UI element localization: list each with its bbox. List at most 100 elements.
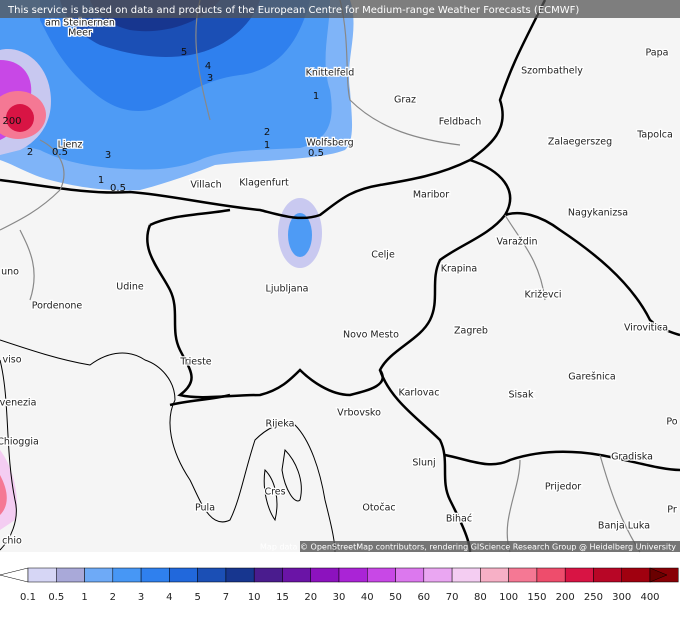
place-label: venezia <box>0 398 36 409</box>
place-label: chio <box>2 536 22 547</box>
attribution-bar <box>300 541 680 552</box>
legend-label: 4 <box>166 592 172 603</box>
legend-swatch <box>140 567 170 583</box>
place-label: Graz <box>394 95 416 106</box>
place-label: Rijeka <box>266 419 295 430</box>
place-label: Vrbovsko <box>337 408 381 419</box>
place-label: Prijedor <box>545 482 581 493</box>
legend-label: 60 <box>417 592 430 603</box>
legend-swatch <box>310 567 340 583</box>
legend-swatch <box>593 567 622 583</box>
place-label: Krapina <box>441 264 477 275</box>
legend-swatch <box>197 567 227 583</box>
place-label: Križevci <box>524 290 561 301</box>
legend-label: 3 <box>138 592 144 603</box>
contour-label: 0.5 <box>52 147 68 158</box>
place-label: Meer <box>68 28 92 39</box>
attribution: Map data © OpenStreetMap contributors, r… <box>260 543 676 552</box>
place-label: Varaždin <box>497 237 538 248</box>
contour-label: 2 <box>27 147 33 158</box>
place-label: Gradiska <box>611 452 653 463</box>
place-label: Lienz <box>58 140 83 151</box>
place-label: Cres <box>264 487 285 498</box>
legend-swatch <box>649 567 668 583</box>
legend-swatch <box>0 567 29 583</box>
place-label: Celje <box>371 250 395 261</box>
notice: This service is based on data and produc… <box>7 5 579 16</box>
place-label: Wolfsberg <box>306 138 353 149</box>
place-label: uno <box>1 267 19 278</box>
legend-swatch <box>282 567 311 583</box>
place-label: Po <box>666 417 677 428</box>
legend-swatch <box>56 567 85 583</box>
legend-swatch <box>367 567 396 583</box>
legend-label: 7 <box>223 592 229 603</box>
place-label: Pula <box>195 503 215 514</box>
place-label: Pr <box>667 505 677 516</box>
place-label: Tapolca <box>636 130 673 141</box>
legend-label: 40 <box>361 592 374 603</box>
legend-swatch <box>536 567 566 583</box>
contour-label: 4 <box>205 61 211 72</box>
legend-swatch <box>27 567 57 583</box>
legend-label: 15 <box>276 592 289 603</box>
legend-swatch <box>451 567 481 583</box>
legend-swatch <box>225 567 255 583</box>
place-label: Maribor <box>413 190 449 201</box>
place-label: Zagreb <box>454 326 488 337</box>
legend-label: 30 <box>333 592 346 603</box>
place-label: Nagykanizsa <box>568 208 628 219</box>
place-label: Ljubljana <box>266 284 309 295</box>
place-label: Banja Luka <box>598 521 650 532</box>
place-label: Otočac <box>362 503 395 514</box>
legend-label: 10 <box>248 592 261 603</box>
contour-label: 5 <box>181 47 187 58</box>
place-label: Garešnica <box>568 372 615 383</box>
legend-label: 50 <box>389 592 402 603</box>
borders <box>0 0 680 553</box>
legend-swatch <box>338 567 368 583</box>
place-label: Pordenone <box>32 301 83 312</box>
contour-label: 3 <box>105 150 111 161</box>
place-label: Virovitica <box>624 323 668 334</box>
legend-swatch <box>423 567 453 583</box>
legend-label: 0.1 <box>20 592 36 603</box>
legend-swatch <box>112 567 142 583</box>
place-label: Zalaegerszeg <box>548 137 612 148</box>
legend-label: 1 <box>81 592 87 603</box>
place-label: Trieste <box>179 357 211 368</box>
contour-label: 3 <box>207 73 213 84</box>
precipitation <box>0 0 354 530</box>
legend-label: 400 <box>640 592 659 603</box>
legend-label: 5 <box>194 592 200 603</box>
place-label: Karlovac <box>399 388 440 399</box>
legend-swatch <box>508 567 538 583</box>
place-label: Udine <box>116 282 144 293</box>
place-label: Knittelfeld <box>306 68 355 79</box>
legend-swatch <box>395 567 425 583</box>
place-label: Villach <box>190 180 221 191</box>
legend-swatch <box>253 567 283 583</box>
legend-label: 250 <box>584 592 603 603</box>
legend-swatch <box>480 567 509 583</box>
contour-label: 1 <box>313 91 319 102</box>
contour-label: 200 <box>2 116 21 127</box>
place-label: Bihać <box>446 514 472 525</box>
legend-swatch <box>169 567 198 583</box>
legend-label: 0.5 <box>48 592 64 603</box>
regional-borders <box>0 0 641 553</box>
place-label: Szombathely <box>521 66 583 77</box>
legend-swatch <box>621 567 651 583</box>
legend-label: 150 <box>527 592 546 603</box>
legend-swatch <box>84 567 114 583</box>
legend-label: 70 <box>446 592 459 603</box>
legend: 0.1 0.5 1 2 3 4 5 7 10 15 20 30 40 50 60 70 80 100 150 200 2… <box>0 567 679 603</box>
legend-label: 80 <box>474 592 487 603</box>
place-label: viso <box>2 355 21 366</box>
place-label: Novo Mesto <box>343 330 399 341</box>
place-label: Sisak <box>509 390 534 401</box>
legend-label: 2 <box>110 592 116 603</box>
